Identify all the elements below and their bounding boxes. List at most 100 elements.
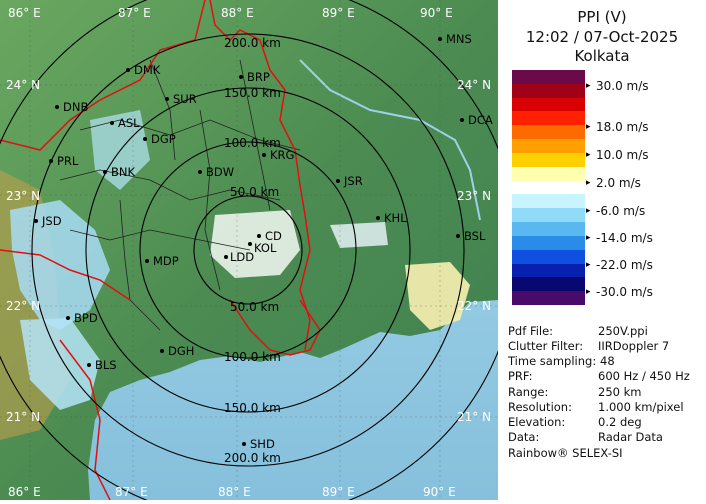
lon-label: 89° E [322,6,355,20]
city-label: BRP [247,70,270,84]
lon-label: 87° E [118,6,151,20]
range-label-50-top: 50.0 km [230,185,279,199]
legend-label: -22.0 m/s [586,258,653,272]
brand-label: Rainbow® SELEX-SI [508,446,623,460]
legend-swatch [512,125,585,140]
city-label: MNS [446,32,472,46]
lat-label: 24° N [6,78,40,92]
lat-label: 24° N [457,78,491,92]
legend-swatch [512,222,585,237]
lon-label: 86° E [8,6,41,20]
city-label: DNB [63,100,88,114]
lon-label: 90° E [420,6,453,20]
legend-swatch [512,194,585,209]
info-value: 0.2 deg [598,415,642,429]
lat-label: 22° N [6,299,40,313]
legend-swatch [512,291,585,306]
city-label: BDW [206,165,234,179]
info-value: 1.000 km/pixel [598,400,684,414]
legend-label: -30.0 m/s [586,285,653,299]
city-label: LDD [230,250,254,264]
echo-east-yellow [405,262,470,330]
lat-label: 23° N [457,189,491,203]
city-label: DGP [151,132,176,146]
city-label: DMK [134,63,161,77]
lat-label: 23° N [6,189,40,203]
legend-swatch [512,277,585,292]
radar-map-svg: 86° E 87° E 88° E 89° E 90° E 86° E 87° … [0,0,519,504]
lat-labels-left: 24° N 23° N 22° N 21° N [6,78,40,424]
legend-label: 10.0 m/s [586,148,648,162]
info-key: Time sampling: [508,354,597,368]
legend-swatch [512,180,585,195]
city-label: BSL [464,229,486,243]
echo-southwest [20,318,100,410]
legend-label: -14.0 m/s [586,231,653,245]
info-key: Resolution: [508,400,572,414]
lon-label: 89° E [322,485,355,499]
range-label-100-bottom: 100.0 km [224,350,281,364]
city-label: BPD [74,311,98,325]
lon-label: 88° E [221,6,254,20]
city-label: DGH [168,344,194,358]
lon-label: 87° E [115,485,148,499]
range-labels: 200.0 km 150.0 km 100.0 km 50.0 km 50.0 … [224,36,281,465]
product-title: PPI (V) [577,8,627,26]
legend-swatch [512,139,585,154]
legend-swatch [512,111,585,126]
info-key: PRF: [508,369,533,383]
range-ring-50 [193,195,303,305]
city-label: CD [265,229,282,243]
range-ring-150 [85,87,411,413]
graticule [0,0,498,500]
datetime-label: 12:02 / 07-Oct-2025 [525,28,679,46]
lon-label: 90° E [423,485,456,499]
city-markers: MNS DMK BRP DNB SUR ASL DGP DCA PRL BNK … [34,32,493,451]
city-label: SUR [173,92,197,106]
legend-label: 2.0 m/s [586,176,641,190]
range-label-200-bottom: 200.0 km [224,451,281,465]
city-label: BLS [95,358,117,372]
info-value: IIRDoppler 7 [598,339,670,353]
legend-swatch [512,70,585,85]
range-ring-200 [31,33,465,467]
lon-labels-top: 86° E 87° E 88° E 89° E 90° E [8,6,453,20]
city-label: SHD [250,437,275,451]
legend-swatch [512,208,585,223]
lat-label: 21° N [457,410,491,424]
legend-swatch [512,263,585,278]
radar-map: 86° E 87° E 88° E 89° E 90° E 86° E 87° … [0,0,519,504]
echo-east-white [330,222,388,248]
info-value: 250V.ppi [598,324,648,338]
legend-label: 30.0 m/s [586,79,648,93]
info-key: Data: [508,430,540,444]
city-label: KHL [384,211,407,225]
info-value: 250 km [598,385,642,399]
range-label-50-bottom: 50.0 km [230,300,279,314]
range-label-150-top: 150.0 km [224,86,281,100]
info-panel: PPI (V) 12:02 / 07-Oct-2025 Kolkata 30.0… [498,0,706,500]
city-label: MDP [153,254,179,268]
city-label: DCA [468,113,493,127]
lon-label: 88° E [218,485,251,499]
legend-swatch [512,235,585,251]
legend-swatch [512,166,585,182]
legend-label: -6.0 m/s [586,204,645,218]
range-label-150-bottom: 150.0 km [224,401,281,415]
city-label: KOL [254,241,277,255]
city-label: PRL [57,154,79,168]
echo-central-white [210,210,300,278]
range-label-200-top: 200.0 km [224,36,281,50]
info-key: Elevation: [508,415,566,429]
info-value: 600 Hz / 450 Hz [598,369,690,383]
info-key: Pdf File: [508,324,554,338]
lat-label: 22° N [457,299,491,313]
info-value: 48 [600,354,615,368]
city-label: JSR [343,174,363,188]
range-ring-100 [139,141,357,359]
legend-swatch [512,83,585,99]
legend-swatch [512,152,585,168]
info-key: Range: [508,385,549,399]
color-legend-bar [512,70,585,306]
info-value: Radar Data [598,430,663,444]
